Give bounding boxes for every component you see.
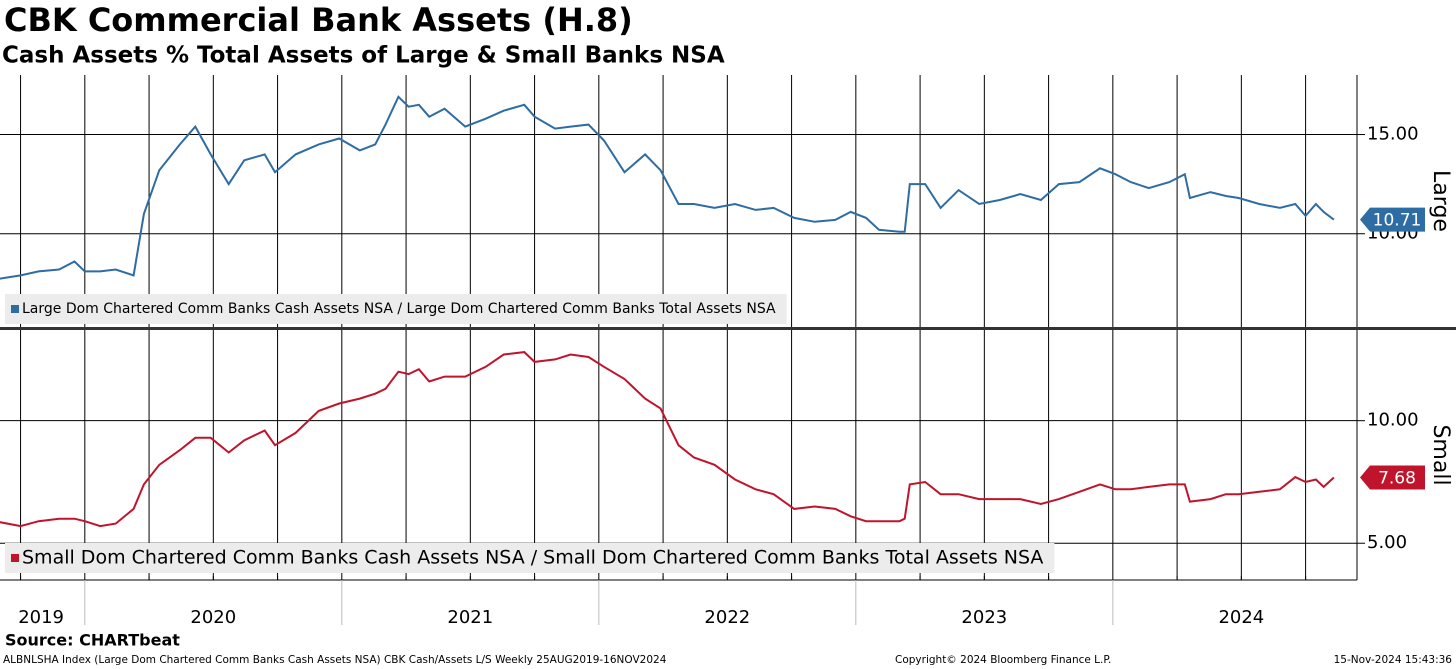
- legend: Small Dom Chartered Comm Banks Cash Asse…: [5, 543, 1055, 573]
- x-tick-label: 2021: [447, 607, 493, 628]
- series-line: [0, 95, 1335, 280]
- last-value-box: [1360, 465, 1425, 490]
- last-value-label: 7.68: [1378, 469, 1416, 489]
- panel-label: Small: [1428, 424, 1453, 485]
- y-tick-label: 5.00: [1367, 532, 1407, 553]
- x-tick-label: 2024: [1218, 607, 1264, 628]
- y-tick-label: 10.00: [1367, 410, 1419, 431]
- x-tick-label: 2023: [961, 607, 1007, 628]
- legend-swatch: [11, 305, 19, 313]
- chart-title: CBK Commercial Bank Assets (H.8): [4, 1, 633, 39]
- panel: 5.00 10.00 Small 7.68 Small Dom Chartered Co…: [0, 330, 1453, 628]
- legend: Large Dom Chartered Comm Banks Cash Asse…: [5, 294, 787, 324]
- chart-subtitle: Cash Assets % Total Assets of Large & Sm…: [2, 43, 725, 69]
- x-tick-label: 2022: [704, 607, 750, 628]
- description: ALBNLSHA Index (Large Dom Chartered Comm…: [3, 654, 667, 666]
- legend-background: [5, 294, 787, 324]
- legend-label: Large Dom Chartered Comm Banks Cash Asse…: [22, 301, 776, 317]
- legend-swatch: [11, 554, 19, 562]
- panel-label: Large: [1428, 170, 1453, 232]
- timestamp: 15-Nov-2024 15:43:36: [1334, 654, 1453, 666]
- series-line: [0, 351, 1335, 528]
- copyright: Copyright© 2024 Bloomberg Finance L.P.: [895, 654, 1111, 666]
- x-tick-label: 2020: [190, 607, 236, 628]
- legend-background: [5, 543, 1055, 573]
- last-value-label: 10.71: [1373, 211, 1422, 231]
- y-tick-label: 15.00: [1367, 124, 1419, 145]
- x-tick-label: 2019: [18, 607, 64, 628]
- legend-label: Small Dom Chartered Comm Banks Cash Asse…: [22, 547, 1043, 569]
- last-value-box: [1360, 207, 1425, 232]
- source: Source: CHARTbeat: [5, 631, 180, 650]
